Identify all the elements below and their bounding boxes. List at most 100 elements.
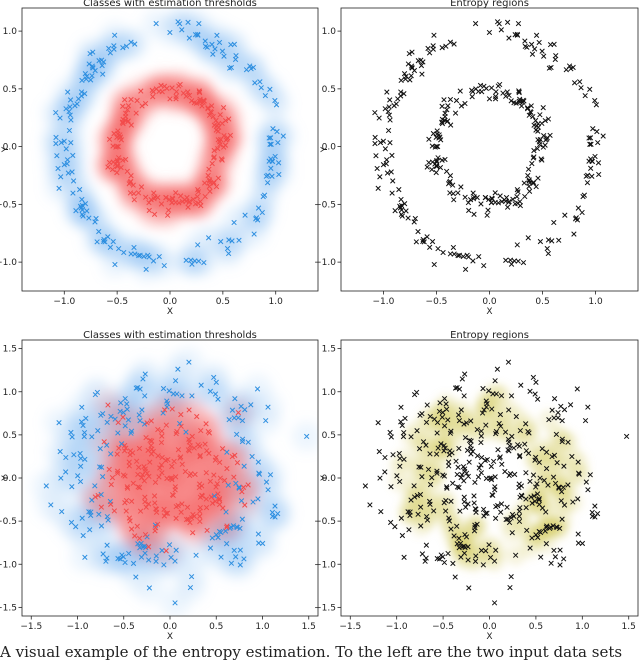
data-point	[461, 499, 467, 505]
data-point	[205, 235, 212, 241]
data-point	[534, 491, 541, 497]
data-point	[408, 73, 414, 79]
data-point	[207, 388, 214, 394]
data-point	[469, 94, 475, 100]
threshold-regions	[31, 347, 318, 616]
data-point	[450, 244, 457, 251]
data-point	[434, 157, 440, 164]
data-point	[150, 448, 156, 455]
data-point	[441, 97, 447, 103]
data-point	[196, 89, 203, 96]
data-point	[525, 235, 531, 241]
data-point	[376, 115, 382, 121]
data-point	[528, 41, 535, 48]
data-point	[245, 482, 251, 488]
data-point	[456, 386, 463, 392]
data-point	[436, 408, 443, 415]
x-tick-label: 0.0	[163, 297, 178, 307]
y-tick-label: 1.5	[3, 345, 17, 355]
data-point	[401, 429, 407, 436]
data-point	[205, 172, 211, 179]
data-point	[173, 431, 179, 437]
data-point	[486, 388, 492, 394]
data-point	[547, 525, 553, 531]
data-point	[82, 554, 88, 560]
data-point	[427, 481, 434, 488]
data-point	[474, 194, 480, 201]
data-point	[117, 408, 123, 415]
data-point	[220, 105, 227, 111]
data-point	[444, 118, 451, 124]
data-point	[414, 492, 421, 499]
data-point	[250, 64, 257, 71]
data-point	[490, 458, 497, 465]
data-point	[205, 105, 211, 111]
data-point	[104, 555, 110, 561]
panel-top-left: −1.0 −0.5 0.0 0.5 1.0 −1.0 −0.5 0.0 0.5 1.0 Classe…	[0, 0, 319, 317]
x-tick-label: −0.5	[432, 622, 454, 632]
x-axis-label: X	[167, 307, 173, 317]
data-point	[534, 145, 541, 152]
data-point	[222, 117, 229, 124]
x-tick-label: −0.5	[426, 297, 448, 307]
data-point	[221, 133, 227, 139]
data-point	[533, 32, 540, 38]
data-point	[498, 27, 504, 33]
data-point	[106, 136, 113, 142]
x-tick-label: 0.5	[535, 297, 549, 307]
data-point	[444, 485, 450, 491]
data-point	[265, 487, 271, 493]
data-point	[498, 509, 504, 515]
data-point	[431, 32, 437, 38]
data-point	[169, 475, 175, 481]
data-point	[578, 85, 584, 91]
data-point	[547, 42, 554, 48]
x-tick-label: 1.5	[302, 622, 316, 632]
data-point	[493, 431, 499, 437]
data-point	[514, 187, 521, 193]
data-point	[509, 433, 515, 440]
data-point	[185, 19, 191, 25]
data-point	[225, 250, 232, 257]
data-point	[549, 407, 555, 413]
data-point	[561, 463, 567, 469]
data-point	[166, 388, 172, 394]
data-point	[219, 48, 226, 54]
data-point	[179, 461, 185, 467]
data-point	[188, 515, 195, 521]
data-point	[114, 468, 121, 474]
data-point	[115, 430, 121, 436]
data-point	[92, 67, 98, 74]
data-point	[108, 413, 114, 420]
data-point	[226, 116, 232, 122]
data-point	[205, 428, 211, 435]
data-point	[426, 136, 432, 142]
data-point	[502, 468, 508, 475]
x-axis-label: X	[486, 632, 492, 642]
data-point	[552, 554, 559, 560]
data-point	[437, 400, 443, 406]
data-point	[120, 414, 126, 420]
data-point	[121, 448, 128, 454]
data-point	[133, 574, 139, 580]
data-point	[419, 474, 425, 480]
data-point	[416, 446, 423, 452]
data-point	[142, 468, 148, 475]
data-point	[109, 475, 116, 481]
data-point	[452, 110, 459, 116]
data-point	[450, 480, 456, 486]
data-point	[587, 141, 593, 147]
data-point	[531, 147, 537, 154]
data-point	[64, 161, 70, 167]
data-point	[115, 128, 121, 134]
data-point	[472, 558, 479, 564]
data-point	[128, 178, 134, 185]
data-point	[161, 83, 168, 89]
data-point	[522, 441, 528, 447]
data-point	[215, 396, 221, 402]
data-point	[257, 79, 263, 85]
data-point	[89, 434, 95, 440]
data-point	[465, 199, 472, 206]
data-point	[399, 532, 406, 539]
data-point	[455, 464, 461, 470]
